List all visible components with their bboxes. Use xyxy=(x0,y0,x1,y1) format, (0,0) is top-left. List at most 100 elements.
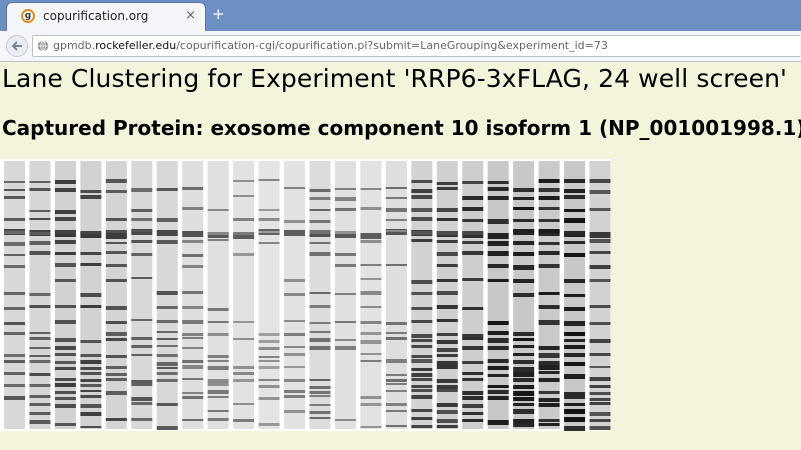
gel-band xyxy=(513,230,535,233)
gel-band xyxy=(487,241,509,246)
gel-band xyxy=(80,412,102,416)
gel-band xyxy=(564,345,586,349)
gel-band xyxy=(334,321,356,323)
gel-band xyxy=(284,333,306,336)
gel-band xyxy=(334,208,356,211)
gel-lane xyxy=(589,161,611,429)
gel-band xyxy=(105,332,127,336)
gel-band xyxy=(156,188,178,191)
gel-band xyxy=(156,354,178,357)
gel-band xyxy=(411,385,433,388)
gel-band xyxy=(538,188,560,192)
gel-band xyxy=(105,355,127,358)
gel-band xyxy=(462,181,484,184)
gel-band xyxy=(182,396,204,399)
gel-band xyxy=(156,362,178,366)
gel-band xyxy=(436,240,458,243)
gel-band xyxy=(4,332,25,335)
gel-band xyxy=(589,353,611,356)
gel-band xyxy=(436,403,458,407)
gel-band xyxy=(538,398,560,402)
gel-band xyxy=(182,337,204,339)
gel-band xyxy=(80,232,102,238)
gel-band xyxy=(156,367,178,369)
gel-band xyxy=(513,403,535,406)
url-prefix: gpmdb. xyxy=(53,39,96,52)
gel-band xyxy=(29,241,51,245)
gel-band xyxy=(131,218,153,221)
gel-band xyxy=(487,385,509,388)
gel-band xyxy=(54,320,76,324)
gel-band xyxy=(487,338,509,343)
gel-band xyxy=(309,305,331,308)
gel-band xyxy=(538,196,560,200)
gel-band xyxy=(156,426,178,430)
back-button[interactable] xyxy=(6,35,28,57)
gel-band xyxy=(182,254,204,257)
gel-band xyxy=(207,410,229,412)
gel-band xyxy=(309,197,331,200)
gel-band xyxy=(589,265,611,269)
gel-band xyxy=(284,220,306,223)
gel-band xyxy=(462,196,484,200)
gel-band xyxy=(4,354,25,357)
gel-band xyxy=(564,339,586,342)
gel-band xyxy=(462,337,484,340)
gel-band xyxy=(385,337,407,340)
gel-band xyxy=(233,180,255,182)
gel-band xyxy=(360,306,382,308)
gel-band xyxy=(462,307,484,310)
gel-band xyxy=(182,231,204,237)
site-favicon-icon: g xyxy=(21,9,35,23)
gel-band xyxy=(411,373,433,377)
gel-band xyxy=(462,412,484,415)
browser-tab[interactable]: g copurification.org × xyxy=(6,2,206,31)
gel-band xyxy=(436,419,458,423)
gel-band xyxy=(131,418,153,421)
gel-band xyxy=(564,307,586,311)
gel-band xyxy=(131,380,153,383)
gel-band xyxy=(538,219,560,222)
gel-band xyxy=(513,265,535,270)
gel-band xyxy=(284,187,306,189)
gel-band xyxy=(105,242,127,244)
gel-band xyxy=(462,346,484,350)
gel-band xyxy=(29,305,51,308)
gel-band xyxy=(207,383,229,386)
gel-band xyxy=(487,366,509,370)
gel-band xyxy=(436,361,458,365)
gel-band xyxy=(4,384,25,387)
gel-band xyxy=(436,182,458,185)
gel-band xyxy=(462,219,484,222)
gel-band xyxy=(105,179,127,183)
gel-band xyxy=(564,189,586,193)
gel-band xyxy=(131,188,153,192)
gel-band xyxy=(182,291,204,294)
gel-band xyxy=(360,240,382,243)
gel-band xyxy=(334,253,356,256)
gel-band xyxy=(233,419,255,422)
gel-band xyxy=(538,346,560,350)
gel-band xyxy=(411,417,433,420)
gel-band xyxy=(436,333,458,336)
gel-band xyxy=(513,219,535,222)
gel-band xyxy=(487,346,509,350)
gel-band xyxy=(589,398,611,401)
gel-band xyxy=(436,348,458,352)
gel-band xyxy=(513,385,535,389)
gel-band xyxy=(564,417,586,422)
gel-band xyxy=(360,340,382,344)
address-bar[interactable]: gpmdb.rockefeller.edu/copurification-cgi… xyxy=(32,35,800,57)
gel-band xyxy=(131,230,153,232)
gel-band xyxy=(29,293,51,296)
gel-band xyxy=(233,366,255,369)
gel-band xyxy=(105,338,127,341)
new-tab-button[interactable]: + xyxy=(212,5,225,23)
tab-close-icon[interactable]: × xyxy=(185,8,196,23)
gel-band xyxy=(411,280,433,284)
gel-band xyxy=(360,233,382,239)
gel-band xyxy=(309,230,331,234)
gel-band xyxy=(207,209,229,211)
gel-band xyxy=(131,345,153,348)
gel-band xyxy=(385,359,407,363)
